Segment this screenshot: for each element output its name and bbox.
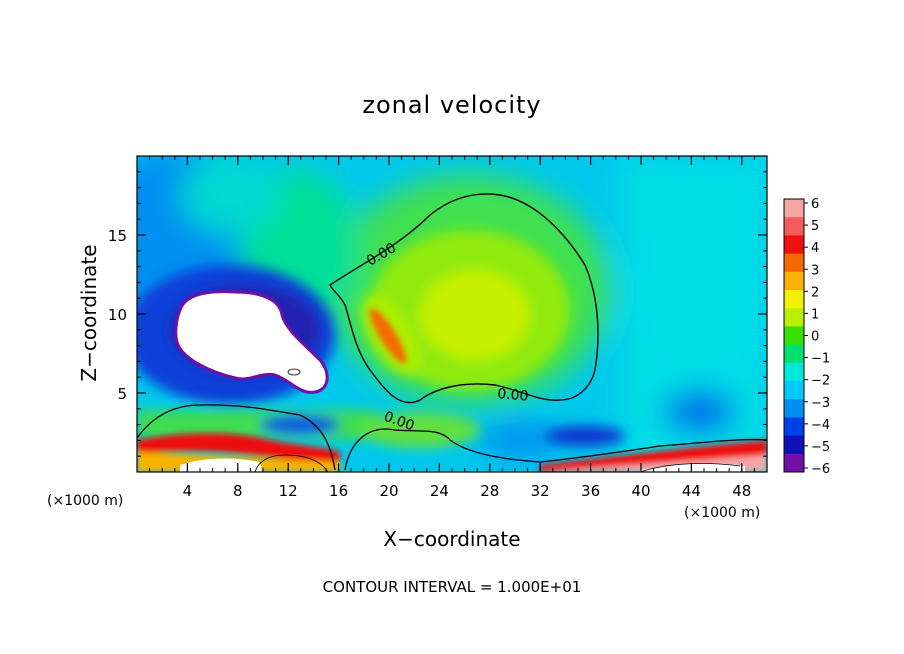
colorbar-swatch bbox=[784, 271, 804, 291]
colorbar-tick-label: 6 bbox=[811, 197, 819, 212]
colorbar-swatch bbox=[784, 235, 804, 255]
colorbar-tick-label: −6 bbox=[811, 462, 830, 477]
x-axis-label: X−coordinate bbox=[383, 527, 520, 551]
colorbar-swatch bbox=[784, 290, 804, 309]
colorbar-swatch bbox=[784, 362, 804, 382]
colorbar-tick-label: 5 bbox=[811, 219, 819, 234]
x-tick-label: 48 bbox=[732, 482, 751, 500]
x-tick-label: 32 bbox=[531, 482, 550, 500]
contour-label: 0.00 bbox=[497, 386, 529, 405]
colorbar-swatch bbox=[784, 253, 804, 273]
x-tick-label: 24 bbox=[430, 482, 449, 500]
x-unit-right: (×1000 m) bbox=[684, 505, 760, 521]
x-unit-left: (×1000 m) bbox=[47, 493, 123, 509]
colorbar-swatch bbox=[784, 326, 804, 346]
colorbar-swatch bbox=[784, 308, 804, 327]
x-tick-label: 4 bbox=[183, 482, 193, 500]
colorbar-tick-label: −2 bbox=[811, 374, 830, 389]
colorbar-tick-label: 2 bbox=[811, 285, 819, 300]
y-tick-label: 5 bbox=[117, 385, 127, 403]
contour-interval-note: CONTOUR INTERVAL = 1.000E+01 bbox=[323, 578, 582, 596]
chart-title: zonal velocity bbox=[362, 91, 541, 119]
colorbar-swatch bbox=[784, 453, 804, 473]
x-tick-label: 36 bbox=[581, 482, 600, 500]
y-tick-label: 15 bbox=[108, 227, 127, 245]
colorbar-swatch bbox=[784, 417, 804, 437]
y-axis: 5 10 15 bbox=[108, 171, 767, 457]
colorbar-swatch bbox=[784, 435, 804, 455]
y-axis-label: Z−coordinate bbox=[77, 244, 101, 381]
colorbar-tick-label: −3 bbox=[811, 396, 830, 411]
colorbar-tick-label: 0 bbox=[811, 330, 819, 345]
x-axis: 4 8 12 16 20 24 28 32 36 40 44 48 bbox=[149, 156, 755, 500]
x-tick-label: 12 bbox=[279, 482, 298, 500]
x-tick-label: 28 bbox=[480, 482, 499, 500]
colorbar-swatch bbox=[784, 344, 804, 364]
velocity-field bbox=[137, 156, 767, 472]
colorbar-tick-label: −1 bbox=[811, 352, 830, 367]
x-tick-label: 40 bbox=[631, 482, 650, 500]
y-tick-label: 10 bbox=[108, 306, 127, 324]
x-tick-label: 20 bbox=[379, 482, 398, 500]
colorbar-swatch bbox=[784, 381, 804, 400]
x-tick-label: 16 bbox=[329, 482, 348, 500]
colorbar-swatch bbox=[784, 199, 804, 218]
x-tick-label: 44 bbox=[682, 482, 701, 500]
x-tick-label: 8 bbox=[233, 482, 243, 500]
colorbar-swatch bbox=[784, 217, 804, 236]
colorbar-tick-label: −4 bbox=[811, 418, 830, 433]
colorbar-tick-label: 3 bbox=[811, 263, 819, 278]
colorbar: 6 5 4 3 2 1 0 −1 −2 −3 −4 −5 −6 bbox=[783, 197, 830, 477]
colorbar-swatch bbox=[784, 399, 804, 418]
colorbar-tick-label: 4 bbox=[811, 241, 819, 256]
colorbar-tick-label: −5 bbox=[811, 440, 830, 455]
colorbar-tick-label: 1 bbox=[811, 307, 819, 322]
